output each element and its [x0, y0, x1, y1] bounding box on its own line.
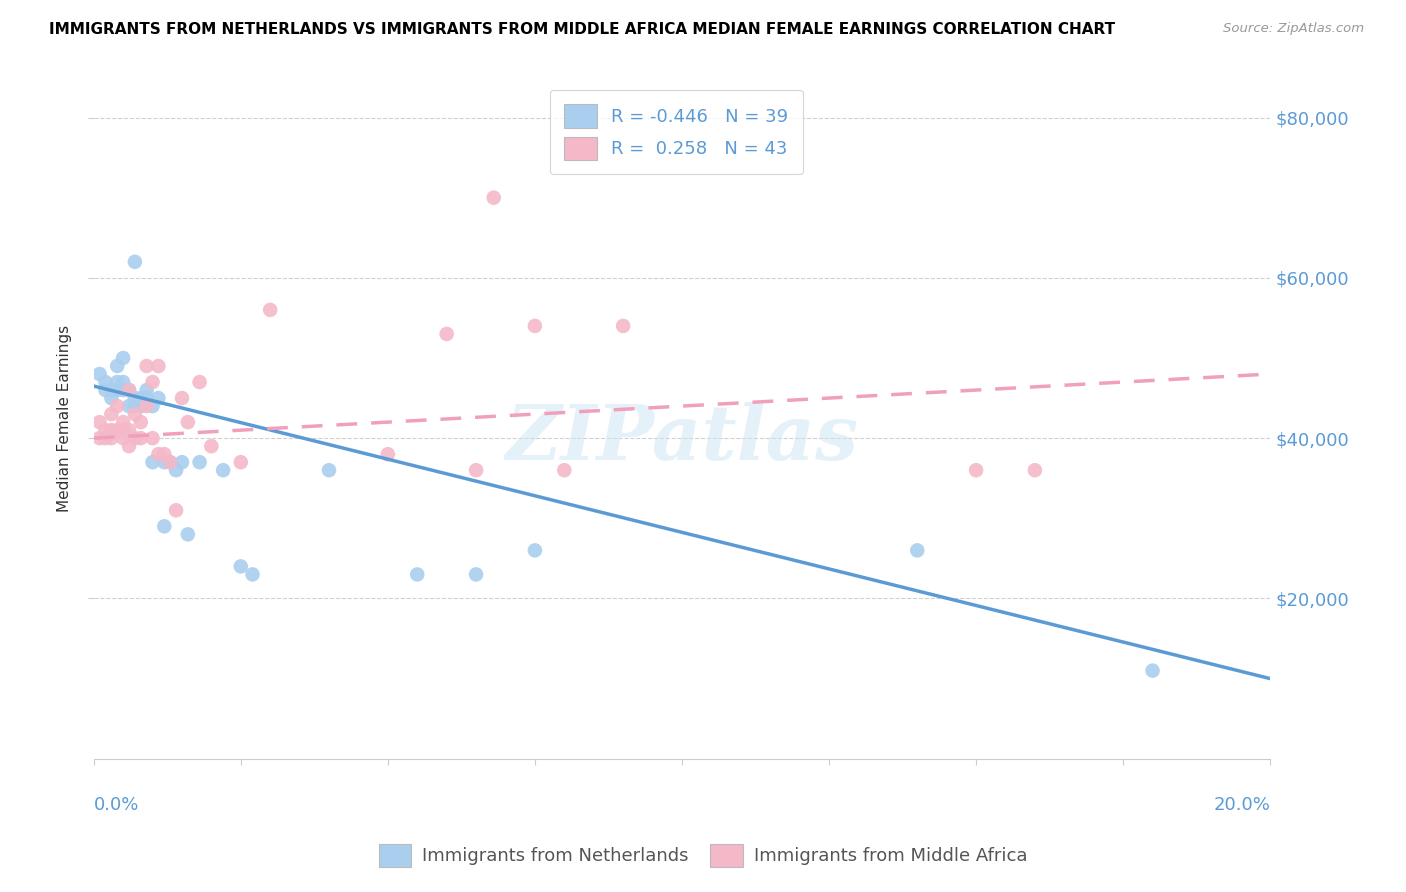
Point — [436, 326, 458, 341]
Point — [377, 447, 399, 461]
Point — [523, 543, 546, 558]
Point — [159, 455, 181, 469]
Point — [135, 383, 157, 397]
Point — [100, 391, 122, 405]
Y-axis label: Median Female Earnings: Median Female Earnings — [58, 325, 72, 512]
Point — [135, 359, 157, 373]
Point — [129, 399, 152, 413]
Point — [523, 318, 546, 333]
Point — [170, 455, 193, 469]
Point — [229, 455, 252, 469]
Point — [482, 191, 505, 205]
Point — [129, 431, 152, 445]
Point — [89, 367, 111, 381]
Point — [118, 439, 141, 453]
Point — [141, 431, 163, 445]
Point — [94, 431, 117, 445]
Point — [112, 383, 135, 397]
Legend: Immigrants from Netherlands, Immigrants from Middle Africa: Immigrants from Netherlands, Immigrants … — [371, 837, 1035, 874]
Point — [100, 407, 122, 421]
Point — [135, 399, 157, 413]
Point — [124, 391, 146, 405]
Point — [188, 455, 211, 469]
Point — [318, 463, 340, 477]
Point — [200, 439, 222, 453]
Point — [118, 383, 141, 397]
Point — [465, 567, 488, 582]
Point — [148, 359, 170, 373]
Point — [1024, 463, 1046, 477]
Point — [124, 399, 146, 413]
Point — [105, 423, 128, 437]
Point — [94, 375, 117, 389]
Point — [105, 375, 128, 389]
Point — [242, 567, 264, 582]
Point — [105, 399, 128, 413]
Point — [141, 399, 163, 413]
Point — [89, 415, 111, 429]
Point — [129, 391, 152, 405]
Point — [141, 375, 163, 389]
Point — [100, 431, 122, 445]
Text: 0.0%: 0.0% — [94, 797, 139, 814]
Point — [905, 543, 928, 558]
Point — [165, 503, 187, 517]
Point — [159, 455, 181, 469]
Point — [118, 383, 141, 397]
Point — [105, 359, 128, 373]
Point — [112, 375, 135, 389]
Point — [105, 383, 128, 397]
Point — [148, 447, 170, 461]
Point — [100, 383, 122, 397]
Point — [94, 423, 117, 437]
Text: 20.0%: 20.0% — [1213, 797, 1270, 814]
Point — [612, 318, 634, 333]
Point — [118, 399, 141, 413]
Point — [177, 527, 200, 541]
Text: ZIPatlas: ZIPatlas — [505, 401, 859, 475]
Point — [89, 431, 111, 445]
Point — [118, 423, 141, 437]
Point — [177, 415, 200, 429]
Point — [112, 423, 135, 437]
Point — [229, 559, 252, 574]
Legend: R = -0.446   N = 39, R =  0.258   N = 43: R = -0.446 N = 39, R = 0.258 N = 43 — [550, 90, 803, 174]
Point — [124, 255, 146, 269]
Point — [259, 302, 281, 317]
Text: IMMIGRANTS FROM NETHERLANDS VS IMMIGRANTS FROM MIDDLE AFRICA MEDIAN FEMALE EARNI: IMMIGRANTS FROM NETHERLANDS VS IMMIGRANT… — [49, 22, 1115, 37]
Text: Source: ZipAtlas.com: Source: ZipAtlas.com — [1223, 22, 1364, 36]
Point — [135, 391, 157, 405]
Point — [112, 431, 135, 445]
Point — [153, 455, 176, 469]
Point — [153, 447, 176, 461]
Point — [124, 431, 146, 445]
Point — [129, 415, 152, 429]
Point — [124, 407, 146, 421]
Point — [100, 423, 122, 437]
Point — [965, 463, 987, 477]
Point — [112, 351, 135, 365]
Point — [553, 463, 575, 477]
Point — [165, 463, 187, 477]
Point — [1142, 664, 1164, 678]
Point — [212, 463, 235, 477]
Point — [465, 463, 488, 477]
Point — [406, 567, 429, 582]
Point — [112, 415, 135, 429]
Point — [188, 375, 211, 389]
Point — [141, 455, 163, 469]
Point — [94, 383, 117, 397]
Point — [170, 391, 193, 405]
Point — [148, 391, 170, 405]
Point — [153, 519, 176, 533]
